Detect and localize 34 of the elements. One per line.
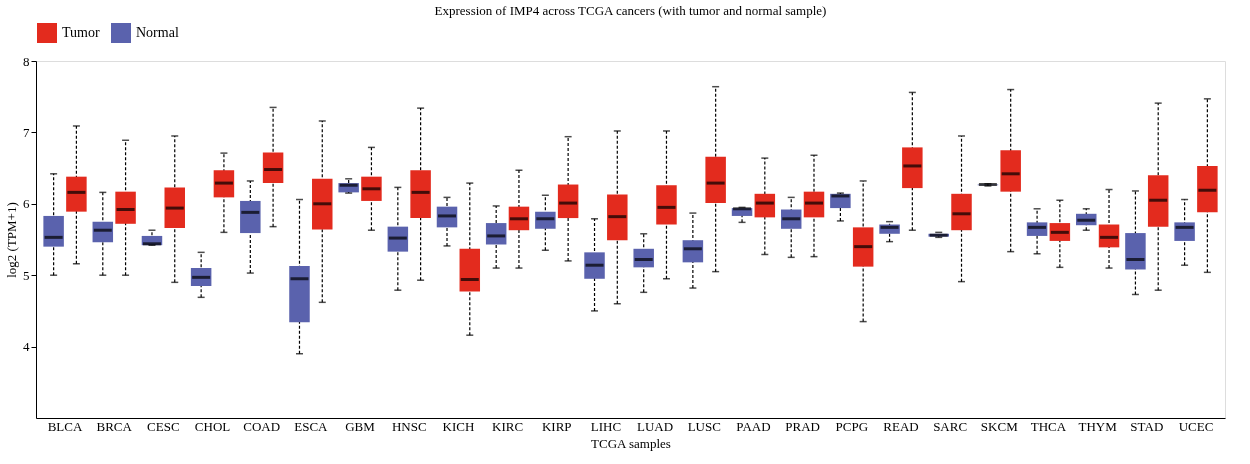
x-tick-label: PCPG bbox=[835, 418, 869, 434]
x-tick-label: LIHC bbox=[590, 418, 622, 434]
x-axis-title: TCGA samples bbox=[591, 435, 671, 451]
x-tick-label: KICH bbox=[442, 418, 475, 434]
x-tick-label: SKCM bbox=[980, 418, 1019, 434]
x-tick-label: KIRP bbox=[541, 418, 572, 434]
x-tick-label: THCA bbox=[1030, 418, 1067, 434]
y-tick-label: 7 bbox=[23, 124, 30, 140]
x-tick-label: COAD bbox=[243, 418, 281, 434]
x-tick-label: GBM bbox=[345, 418, 376, 434]
chart-title: Expression of IMP4 across TCGA cancers (with tumor and normal sample) bbox=[434, 3, 827, 18]
x-tick-label: PRAD bbox=[785, 418, 820, 434]
x-tick-label: BRCA bbox=[96, 418, 133, 434]
x-tick-label: READ bbox=[883, 418, 919, 434]
x-tick-label: PAAD bbox=[736, 418, 771, 434]
legend-label: Normal bbox=[136, 25, 179, 40]
x-tick-label: LUSC bbox=[687, 418, 721, 434]
x-tick-label: LUAD bbox=[637, 418, 674, 434]
y-tick-label: 4 bbox=[23, 339, 30, 355]
y-tick-label: 8 bbox=[23, 53, 30, 69]
x-tick-label: THYM bbox=[1078, 418, 1118, 434]
x-tick-label: ESCA bbox=[294, 418, 329, 434]
x-tick-label: SARC bbox=[933, 418, 968, 434]
x-tick-label: HNSC bbox=[391, 418, 427, 434]
x-tick-label: CHOL bbox=[194, 418, 231, 434]
x-tick-label: BLCA bbox=[47, 418, 83, 434]
x-tick-label: UCEC bbox=[1178, 418, 1214, 434]
x-tick-label: KIRC bbox=[492, 418, 524, 434]
x-tick-label: CESC bbox=[147, 418, 180, 434]
x-tick-label: STAD bbox=[1130, 418, 1164, 434]
y-tick-label: 6 bbox=[23, 196, 30, 212]
y-axis-title: log2 (TPM+1) bbox=[4, 202, 19, 278]
y-tick-label: 5 bbox=[23, 267, 30, 283]
legend-label: Tumor bbox=[62, 25, 100, 40]
